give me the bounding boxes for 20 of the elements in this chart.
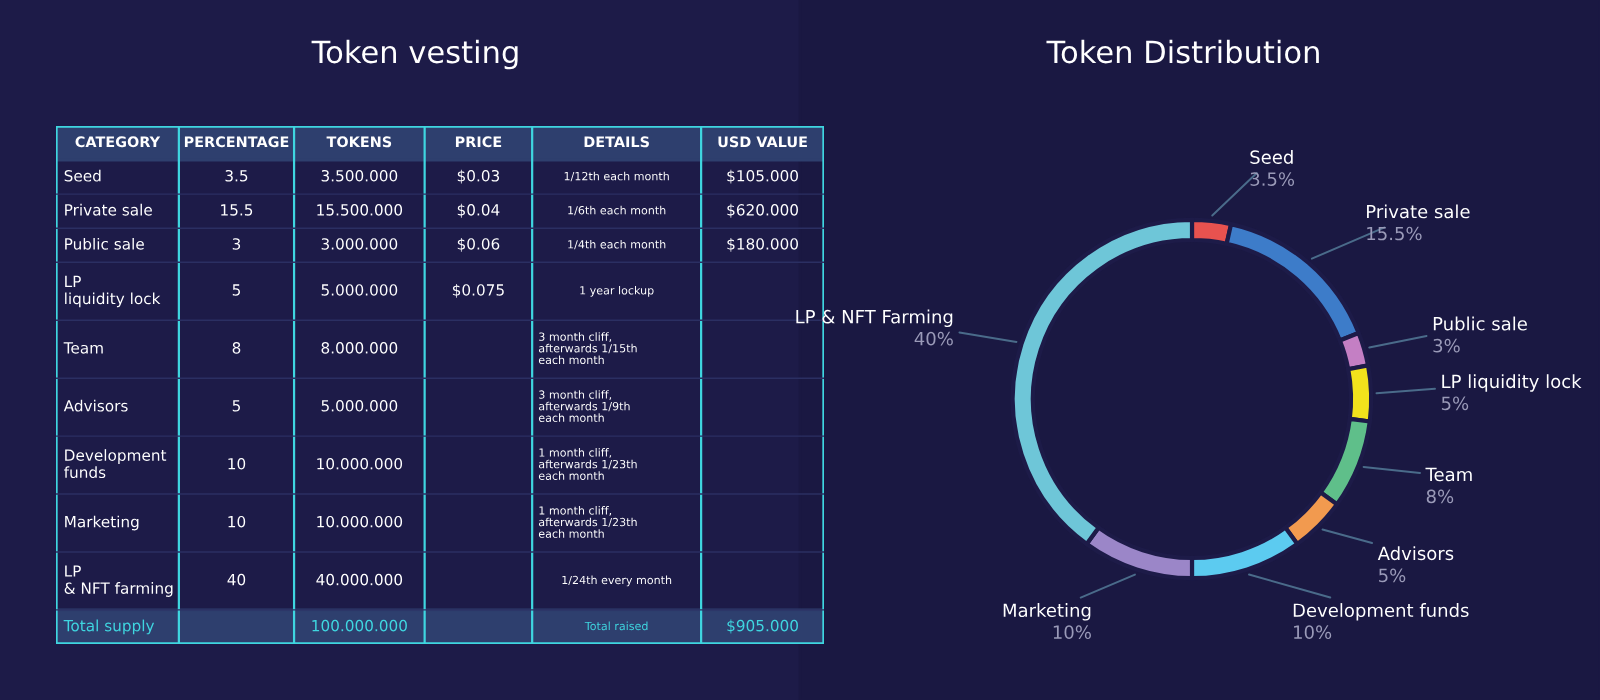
slice-label: Team [1425,467,1472,482]
slice-label: Private sale [1367,204,1470,219]
chart-title: Token Distribution [1046,39,1319,64]
data-label: 5% [1441,396,1469,411]
data-label: 15.5% [1367,226,1422,241]
data-label: 3.5% [1250,172,1295,186]
slice-label: Seed [1250,149,1293,164]
data-label: 10% [1294,625,1332,640]
data-label: 40% [914,331,953,346]
slice-label: Advisors [1377,546,1454,561]
slice-label: Public sale [1433,316,1527,331]
data-label: 8% [1426,489,1454,504]
slice-label: LP liquidity lock [1442,374,1582,392]
data-label: 10% [1053,625,1091,640]
slice-label: Development funds [1293,603,1469,621]
text: Token vesting [311,39,518,70]
data-label: 5% [1379,568,1406,583]
slice-label: Marketing [1003,603,1091,621]
slice-label: LP & NFT Farming [796,309,953,328]
data-label: 3% [1433,338,1460,353]
